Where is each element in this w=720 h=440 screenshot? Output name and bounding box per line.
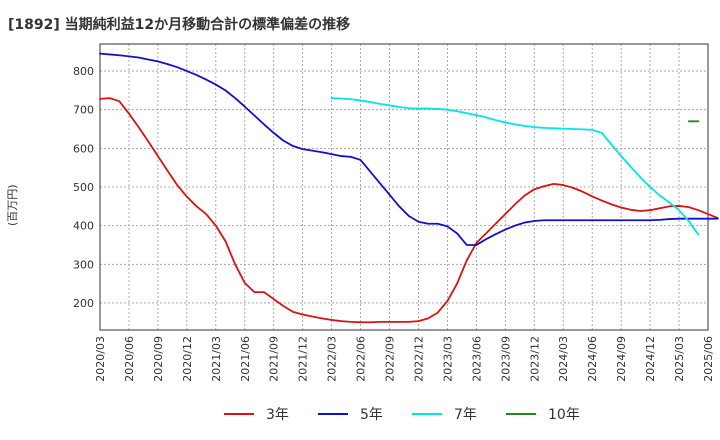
x-tick-label: 2020/06 [123, 336, 136, 382]
legend-label: 5年 [360, 407, 383, 423]
y-tick-label: 300 [73, 258, 94, 271]
x-tick-label: 2024/09 [615, 336, 628, 382]
x-tick-label: 2024/06 [586, 336, 599, 382]
legend-label: 10年 [548, 407, 580, 423]
x-tick-label: 2021/03 [210, 336, 223, 382]
x-tick-label: 2025/03 [673, 336, 686, 382]
x-tick-label: 2021/06 [239, 336, 252, 382]
y-tick-label: 700 [73, 104, 94, 117]
x-tick-label: 2022/12 [412, 336, 425, 382]
y-tick-label: 400 [73, 220, 94, 233]
chart-title: [1892] 当期純利益12か月移動合計の標準偏差の推移 [8, 17, 351, 33]
legend-label: 7年 [454, 407, 477, 423]
x-tick-label: 2024/03 [557, 336, 570, 382]
x-tick-label: 2023/09 [499, 336, 512, 382]
x-tick-label: 2021/12 [297, 336, 310, 382]
x-tick-label: 2025/06 [702, 336, 715, 382]
plot-frame [99, 43, 709, 331]
series-line-2 [99, 52, 719, 246]
series-line-1 [99, 97, 719, 324]
y-tick-label: 800 [73, 65, 94, 78]
x-tick-label: 2020/03 [94, 336, 107, 382]
grid [100, 44, 708, 330]
x-tick-label: 2020/12 [181, 336, 194, 382]
x-tick-label: 2020/09 [152, 336, 165, 382]
series-line-3 [330, 97, 700, 236]
legend: 3年 5年 7年 10年 [224, 407, 580, 423]
x-tick-label: 2022/09 [384, 336, 397, 382]
x-tick-label: 2021/09 [268, 336, 281, 382]
axes: 200 300 400 500 600 700 800 2020/03 2020/06 2020/… [73, 43, 715, 382]
x-tick-label: 2023/12 [528, 336, 541, 382]
y-tick-label: 200 [73, 297, 94, 310]
x-tick-label: 2022/06 [355, 336, 368, 382]
x-tick-label: 2022/03 [326, 336, 339, 382]
legend-label: 3年 [266, 407, 289, 423]
y-tick-label: 600 [73, 142, 94, 155]
x-tick-label: 2023/06 [470, 336, 483, 382]
y-tick-label: 500 [73, 181, 94, 194]
x-tick-label: 2024/12 [644, 336, 657, 382]
series-lines [99, 52, 719, 324]
x-tick-label: 2023/03 [441, 336, 454, 382]
